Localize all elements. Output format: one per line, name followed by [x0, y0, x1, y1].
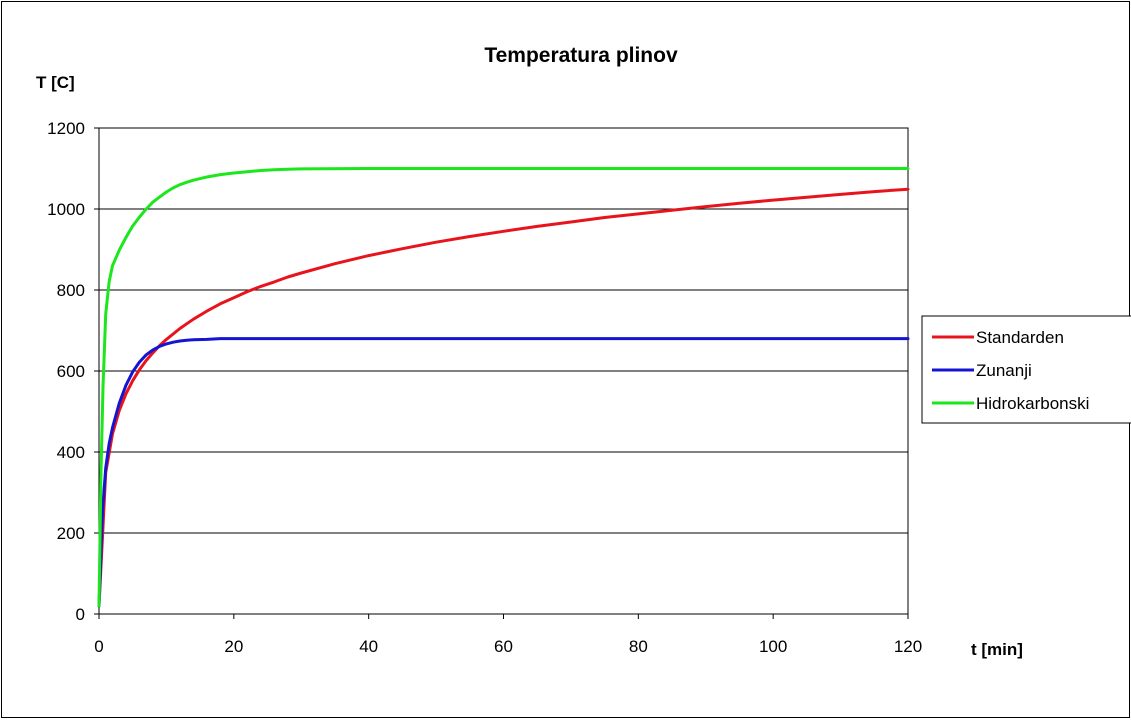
x-axis-label: t [min] — [971, 640, 1023, 659]
y-tick-label: 400 — [57, 443, 85, 462]
legend: Standarden Zunanji Hidrokarbonski — [921, 315, 1131, 424]
x-tick-label: 60 — [494, 637, 513, 656]
y-tick-label: 0 — [76, 605, 85, 624]
x-tick-label: 40 — [359, 637, 378, 656]
x-tick-label: 20 — [224, 637, 243, 656]
x-tick-label: 0 — [94, 637, 103, 656]
series-line-zunanji — [97, 337, 910, 608]
series-line-hidrokarbonski — [97, 167, 910, 608]
y-tick-label: 200 — [57, 524, 85, 543]
legend-label: Zunanji — [976, 361, 1032, 380]
legend-label: Standarden — [976, 328, 1064, 347]
legend-label: Hidrokarbonski — [976, 394, 1089, 413]
y-tick-label: 1000 — [47, 200, 85, 219]
chart-title: Temperatura plinov — [484, 44, 678, 67]
series-line-standarden — [97, 187, 910, 608]
x-tick-label: 100 — [759, 637, 787, 656]
plot-area: 0 200 400 600 800 1000 1200 0 20 40 60 80 100 120 — [47, 119, 922, 656]
y-tick-label: 600 — [57, 362, 85, 381]
x-tick-label: 120 — [894, 637, 922, 656]
x-tick-label: 80 — [629, 637, 648, 656]
y-tick-label: 1200 — [47, 119, 85, 138]
y-axis-label: T [C] — [36, 73, 75, 92]
y-tick-label: 800 — [57, 281, 85, 300]
